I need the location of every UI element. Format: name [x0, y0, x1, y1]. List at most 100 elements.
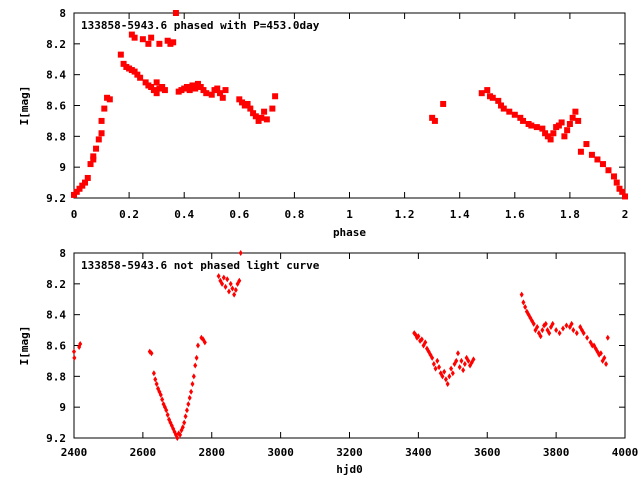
data-point	[189, 388, 194, 395]
data-point	[225, 276, 230, 283]
series-points	[72, 250, 610, 441]
data-point	[214, 85, 221, 92]
y-tick-label: 8.4	[46, 309, 66, 322]
data-point	[158, 391, 163, 398]
data-point	[429, 114, 436, 121]
y-tick-label: 9.2	[46, 192, 66, 205]
data-point	[540, 327, 545, 334]
data-point	[535, 324, 540, 330]
data-point	[604, 361, 609, 367]
y-axis-label: I[mag]	[18, 326, 31, 366]
data-point	[164, 37, 171, 44]
data-point	[200, 87, 207, 94]
data-point	[605, 334, 610, 341]
x-tick-label: 4000	[612, 446, 639, 459]
y-tick-label: 8.8	[46, 130, 66, 143]
y-axis-label: I[mag]	[18, 86, 31, 126]
data-point	[194, 80, 201, 87]
data-point	[244, 100, 251, 107]
x-tick-label: 1	[346, 208, 353, 221]
x-tick-label: 3600	[474, 446, 501, 459]
data-point	[447, 373, 452, 380]
data-point	[182, 419, 187, 426]
data-point	[221, 274, 226, 281]
data-point	[533, 124, 540, 131]
x-tick-label: 3800	[543, 446, 570, 459]
data-point	[137, 74, 144, 81]
data-point	[192, 85, 199, 92]
data-point	[495, 97, 502, 104]
x-tick-label: 1.8	[560, 208, 580, 221]
y-tick-label: 9.2	[46, 432, 66, 445]
data-point	[455, 350, 460, 357]
x-tick-label: 0.6	[229, 208, 249, 221]
series-points	[71, 10, 628, 200]
data-point	[461, 367, 466, 374]
y-tick-label: 8.6	[46, 340, 66, 353]
data-point	[145, 40, 152, 47]
data-point	[471, 356, 476, 363]
data-point	[250, 110, 257, 117]
x-tick-label: 3200	[336, 446, 363, 459]
data-point	[416, 333, 421, 340]
data-point	[554, 327, 559, 334]
data-point	[588, 151, 595, 158]
data-point	[566, 121, 573, 127]
y-tick-label: 8.2	[46, 38, 66, 51]
data-point	[90, 153, 97, 160]
data-point	[82, 179, 89, 186]
data-point	[98, 130, 105, 137]
data-point	[462, 361, 467, 367]
data-point	[72, 348, 76, 355]
data-point	[189, 82, 196, 89]
data-point	[547, 136, 554, 143]
x-tick-label: 1.6	[505, 208, 525, 221]
data-point	[131, 34, 138, 41]
data-point	[150, 87, 157, 94]
data-point	[223, 283, 228, 290]
x-tick-label: 2400	[61, 446, 88, 459]
data-point	[247, 105, 254, 112]
data-point	[569, 114, 576, 121]
data-point	[226, 288, 231, 295]
data-point	[498, 102, 505, 109]
data-point	[433, 365, 438, 372]
data-point	[208, 91, 215, 98]
data-point	[269, 105, 276, 112]
data-point	[222, 87, 229, 94]
data-point	[538, 333, 543, 340]
data-point	[564, 127, 571, 134]
data-point	[153, 376, 158, 383]
data-point	[170, 39, 177, 46]
data-point	[156, 40, 163, 47]
data-point	[594, 156, 601, 163]
x-tick-label: 2	[622, 208, 629, 221]
data-point	[149, 350, 154, 357]
x-tick-label: 3400	[405, 446, 432, 459]
data-point	[577, 148, 584, 155]
data-point	[449, 365, 454, 372]
data-point	[598, 350, 603, 357]
y-tick-label: 8.2	[46, 278, 66, 291]
data-point	[602, 354, 607, 361]
data-point	[186, 401, 191, 408]
data-point	[186, 87, 193, 94]
data-point	[506, 108, 513, 115]
data-point	[443, 376, 448, 383]
x-tick-label: 1.4	[450, 208, 470, 221]
data-point	[219, 94, 226, 101]
data-point	[228, 280, 233, 287]
data-point	[71, 191, 77, 198]
data-point	[574, 330, 579, 337]
data-point	[258, 114, 265, 121]
data-point	[616, 185, 623, 192]
data-point	[583, 141, 590, 148]
data-point	[148, 34, 155, 41]
y-tick-label: 8.4	[46, 69, 66, 82]
data-point	[575, 117, 582, 124]
data-point	[95, 136, 102, 143]
data-point	[457, 364, 462, 371]
data-point	[547, 330, 552, 337]
data-point	[520, 117, 527, 124]
